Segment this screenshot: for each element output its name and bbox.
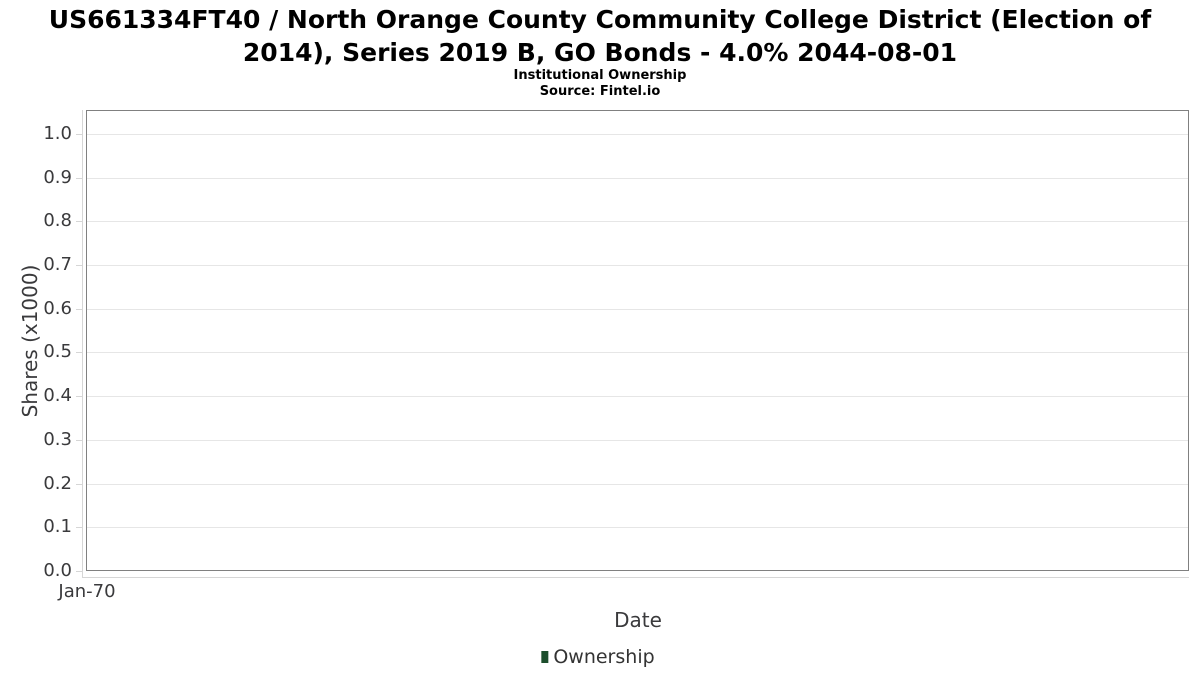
gridline <box>87 352 1188 353</box>
y-tick-label: 0.5 <box>43 341 72 362</box>
y-tick-label: 0.8 <box>43 210 72 231</box>
gridline <box>87 178 1188 179</box>
y-tick-label: 0.0 <box>43 560 72 581</box>
gridline <box>87 396 1188 397</box>
y-tick-mark <box>76 309 83 310</box>
y-tick-label: 0.4 <box>43 385 72 406</box>
plot-area <box>86 110 1189 571</box>
gridline <box>87 527 1188 528</box>
y-tick-mark <box>76 484 83 485</box>
gridline <box>87 309 1188 310</box>
y-tick-mark <box>76 352 83 353</box>
x-axis-title: Date <box>614 608 662 632</box>
y-tick-label: 0.6 <box>43 298 72 319</box>
y-tick-mark <box>76 265 83 266</box>
y-tick-label: 1.0 <box>43 123 72 144</box>
y-tick-mark <box>76 221 83 222</box>
gridline <box>87 221 1188 222</box>
y-tick-mark <box>76 134 83 135</box>
legend-item-ownership[interactable]: Ownership <box>541 646 655 668</box>
chart-subtitle: Institutional Ownership <box>513 68 687 83</box>
y-tick-mark <box>76 571 83 572</box>
gridline <box>87 484 1188 485</box>
gridline <box>87 440 1188 441</box>
y-axis-line <box>82 110 83 578</box>
y-tick-label: 0.7 <box>43 254 72 275</box>
x-axis-line <box>82 577 1189 578</box>
x-tick-label: Jan-70 <box>58 581 116 602</box>
legend: Ownership <box>541 646 655 668</box>
y-axis-title: Shares (x1000) <box>18 264 42 418</box>
gridline <box>87 134 1188 135</box>
chart-title-line-2: 2014), Series 2019 B, GO Bonds - 4.0% 20… <box>242 38 958 67</box>
chart-title-line-1: US661334FT40 / North Orange County Commu… <box>48 5 1152 34</box>
y-tick-mark <box>76 440 83 441</box>
ownership-series-marker-icon <box>541 651 549 663</box>
y-tick-label: 0.9 <box>43 167 72 188</box>
chart-source: Source: Fintel.io <box>539 84 661 99</box>
legend-item-label: Ownership <box>553 646 655 668</box>
chart-title: US661334FT40 / North Orange County Commu… <box>0 3 1200 69</box>
gridline <box>87 265 1188 266</box>
y-tick-mark <box>76 396 83 397</box>
y-tick-label: 0.1 <box>43 516 72 537</box>
y-tick-mark <box>76 527 83 528</box>
y-tick-label: 0.2 <box>43 473 72 494</box>
y-tick-label: 0.3 <box>43 429 72 450</box>
y-tick-mark <box>76 178 83 179</box>
